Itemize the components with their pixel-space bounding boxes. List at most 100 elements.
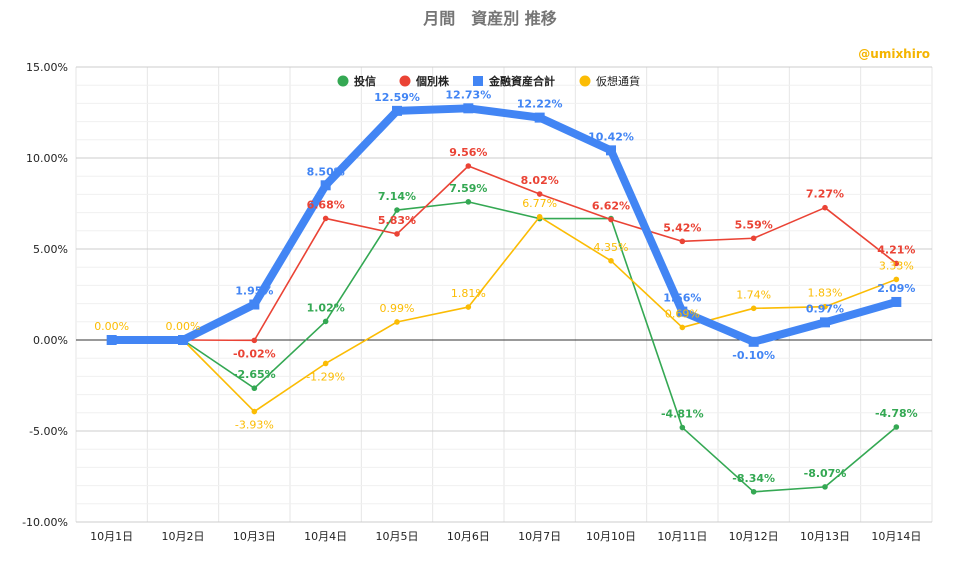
data-label: 8.50% xyxy=(307,165,345,178)
data-label: 1.74% xyxy=(736,288,771,301)
data-label: 1.81% xyxy=(451,287,486,300)
data-point xyxy=(322,215,329,222)
y-tick-label: -10.00% xyxy=(22,516,68,529)
data-label: 0.00% xyxy=(166,320,201,333)
data-label: 12.59% xyxy=(374,91,420,104)
legend-marker xyxy=(579,75,591,87)
y-tick-label: -5.00% xyxy=(29,425,68,438)
data-point xyxy=(536,191,543,197)
y-axis: 15.00% 10.00% 5.00% 0.00% -5.00% -10.00% xyxy=(22,61,68,529)
data-point xyxy=(465,304,472,310)
data-point xyxy=(465,199,472,205)
data-label: 6.77% xyxy=(522,197,557,210)
legend-label: 仮想通貨 xyxy=(596,74,640,88)
data-point xyxy=(178,335,188,345)
data-point xyxy=(394,207,400,213)
legend-marker xyxy=(473,76,483,86)
data-label: 1.95% xyxy=(235,285,273,298)
data-point xyxy=(893,424,900,430)
data-point xyxy=(822,484,828,490)
series-layer xyxy=(106,103,902,495)
x-tick-label: 10月1日 xyxy=(90,530,133,543)
x-tick-label: 10月10日 xyxy=(586,530,636,543)
data-label: 1.56% xyxy=(663,292,701,305)
data-label: -2.65% xyxy=(233,368,276,381)
data-point xyxy=(750,305,757,312)
data-label: -4.81% xyxy=(661,408,704,421)
x-tick-label: 10月6日 xyxy=(447,530,490,543)
data-label: -4.78% xyxy=(875,407,918,420)
data-point xyxy=(893,260,900,267)
data-label: 0.69% xyxy=(665,307,700,320)
series-line-1 xyxy=(111,165,897,342)
data-label: -0.10% xyxy=(732,349,775,362)
x-tick-label: 10月4日 xyxy=(304,530,347,543)
data-label: 7.27% xyxy=(806,188,844,201)
series-line-0 xyxy=(111,201,897,493)
legend-marker xyxy=(337,75,349,87)
data-point xyxy=(893,276,900,283)
data-point xyxy=(320,180,331,191)
grid xyxy=(75,66,933,523)
data-point xyxy=(534,112,545,123)
chart-credit: @umixhiro xyxy=(858,47,930,61)
series-line-2 xyxy=(111,104,898,346)
data-point xyxy=(822,303,828,310)
data-label: 4.35% xyxy=(594,241,629,254)
data-label: -8.07% xyxy=(804,467,847,480)
data-label: 1.83% xyxy=(808,287,843,300)
data-point xyxy=(251,408,258,415)
data-label: 2.09% xyxy=(877,282,915,295)
data-point xyxy=(322,318,329,325)
data-label: -3.93% xyxy=(235,419,274,432)
data-label: 5.42% xyxy=(663,221,701,234)
x-tick-label: 10月2日 xyxy=(162,530,205,543)
data-point xyxy=(679,324,686,331)
data-label: 4.21% xyxy=(877,243,915,256)
data-point xyxy=(251,337,258,344)
data-point xyxy=(251,385,258,392)
data-label: 0.97% xyxy=(806,302,844,315)
legend-marker xyxy=(399,75,411,87)
legend-label: 個別株 xyxy=(415,74,450,88)
data-point xyxy=(249,299,260,310)
data-label: 1.02% xyxy=(307,301,345,314)
y-tick-label: 5.00% xyxy=(33,243,68,256)
data-point xyxy=(394,319,400,325)
data-label: 6.62% xyxy=(592,200,630,213)
data-point xyxy=(536,213,543,220)
data-label: -1.29% xyxy=(306,370,345,383)
data-point xyxy=(822,204,828,211)
legend-label: 投信 xyxy=(354,74,376,88)
data-point xyxy=(606,145,616,156)
data-labels: -2.65% 1.02% 7.14% 7.59% -4.81% -8.34% -8.07% -… xyxy=(94,88,918,484)
data-point xyxy=(677,306,688,317)
data-point xyxy=(608,216,614,223)
data-label: 12.22% xyxy=(517,98,563,111)
data-label: 8.02% xyxy=(521,174,559,187)
data-label: 6.68% xyxy=(307,198,345,211)
data-point xyxy=(106,335,117,345)
data-point xyxy=(392,105,402,116)
data-point xyxy=(750,235,757,242)
data-label: 5.83% xyxy=(378,214,416,227)
data-point xyxy=(820,317,830,328)
data-label: 9.56% xyxy=(449,146,487,159)
data-point xyxy=(608,258,614,264)
data-point xyxy=(394,231,400,237)
x-tick-label: 10月5日 xyxy=(376,530,419,543)
data-label: 12.73% xyxy=(445,88,491,101)
data-label: -0.02% xyxy=(233,347,276,360)
x-axis: 10月1日 10月2日 10月3日 10月4日 10月5日 10月6日 10月7日 10月10… xyxy=(90,530,921,543)
x-tick-label: 10月13日 xyxy=(800,530,850,543)
y-tick-label: 10.00% xyxy=(26,152,68,165)
legend-label: 金融資産合計 xyxy=(488,74,555,88)
data-label: 3.33% xyxy=(879,259,914,272)
data-label: 0.00% xyxy=(94,320,129,333)
data-point xyxy=(322,360,329,367)
data-label: -8.34% xyxy=(732,472,775,485)
data-point xyxy=(750,488,757,495)
data-point xyxy=(465,163,472,169)
data-point xyxy=(463,103,474,114)
